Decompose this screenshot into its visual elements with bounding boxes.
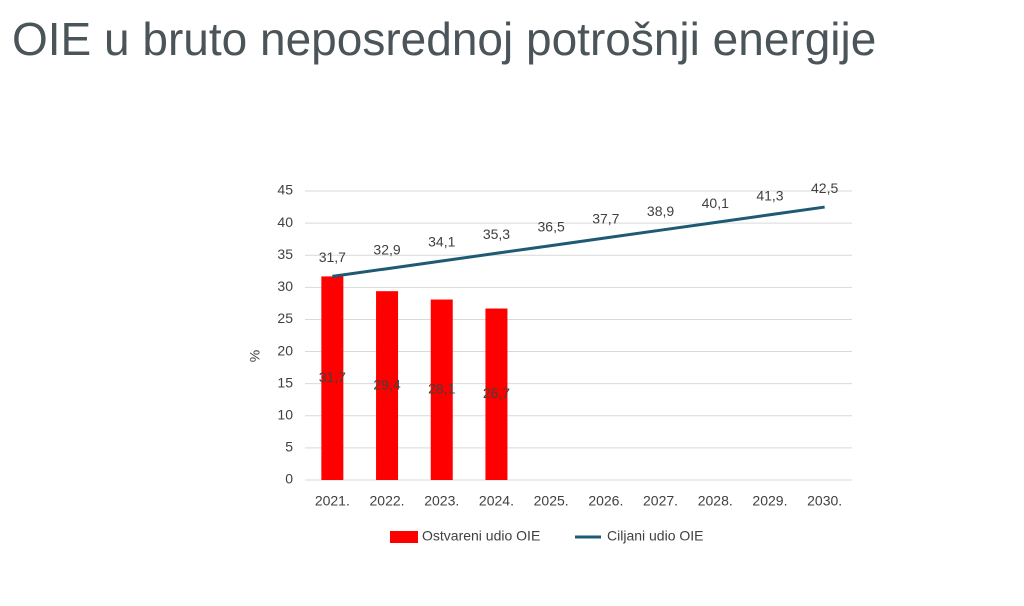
y-tick-label: 40 <box>277 214 293 230</box>
line-value-label: 31,7 <box>319 249 346 265</box>
bar-value-label: 28,1 <box>428 380 455 396</box>
line-value-label: 42,5 <box>811 180 838 196</box>
line-value-label: 41,3 <box>756 187 783 203</box>
y-tick-label: 15 <box>277 374 293 390</box>
x-tick-label: 2030. <box>807 493 842 509</box>
y-tick-label: 30 <box>277 278 293 294</box>
x-tick-label: 2023. <box>424 493 459 509</box>
y-tick-label: 20 <box>277 342 293 358</box>
y-tick-label: 10 <box>277 406 293 422</box>
line-value-label: 40,1 <box>702 195 729 211</box>
x-tick-label: 2024. <box>479 493 514 509</box>
y-tick-label: 5 <box>285 439 293 455</box>
legend-swatch <box>390 531 418 543</box>
bar <box>430 299 453 480</box>
line-value-label: 32,9 <box>373 241 400 257</box>
y-axis-label: % <box>247 350 263 362</box>
line-value-label: 36,5 <box>538 218 565 234</box>
x-tick-label: 2028. <box>698 493 733 509</box>
x-tick-label: 2025. <box>534 493 569 509</box>
y-tick-label: 25 <box>277 310 293 326</box>
bar <box>485 308 508 480</box>
x-tick-label: 2027. <box>643 493 678 509</box>
line <box>332 205 825 278</box>
line-value-label: 38,9 <box>647 203 674 219</box>
bar-value-label: 26,7 <box>483 385 510 401</box>
x-tick-label: 2029. <box>752 493 787 509</box>
line-value-label: 37,7 <box>592 211 619 227</box>
bar-value-label: 31,7 <box>319 369 346 385</box>
line-value-label: 35,3 <box>483 226 510 242</box>
bar-value-label: 29,4 <box>373 376 400 392</box>
y-tick-label: 35 <box>277 246 293 262</box>
x-tick-label: 2022. <box>370 493 405 509</box>
legend-label: Ostvareni udio OIE <box>422 528 540 544</box>
x-tick-label: 2021. <box>315 493 350 509</box>
y-tick-label: 0 <box>285 471 293 487</box>
bar <box>376 291 399 480</box>
bar <box>321 276 344 480</box>
slide-title: OIE u bruto neposrednoj potrošnji energi… <box>12 13 876 65</box>
legend-label: Ciljani udio OIE <box>607 528 704 544</box>
y-tick-label: 45 <box>277 182 293 198</box>
line-value-label: 34,1 <box>428 234 455 250</box>
x-tick-label: 2026. <box>588 493 623 509</box>
